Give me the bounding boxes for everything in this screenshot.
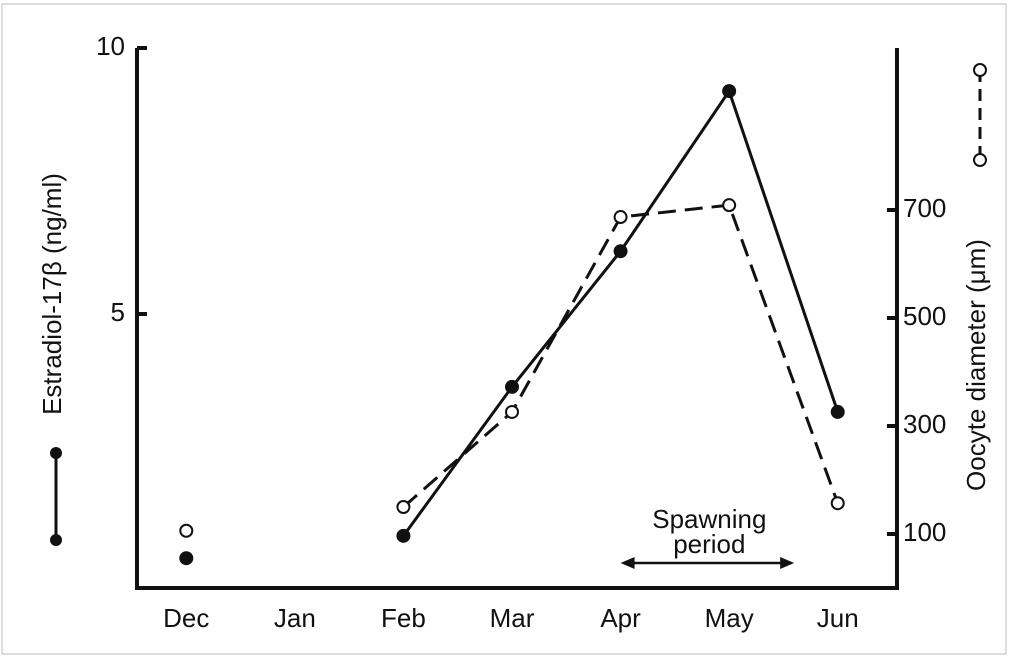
x-tick-label: Mar	[490, 603, 535, 633]
y2-tick-label: 700	[903, 193, 946, 223]
open-marker	[505, 404, 519, 419]
legend-key	[973, 63, 987, 77]
y2-axis-label: Oocyte diameter (μm)	[961, 239, 991, 491]
x-tick-label: Jun	[817, 603, 859, 633]
open-marker	[722, 198, 737, 213]
legend-key	[973, 153, 987, 167]
filled-marker	[396, 528, 411, 543]
frame	[1, 3, 1007, 655]
x-tick-label: Feb	[381, 603, 426, 633]
filled-marker	[613, 244, 628, 259]
open-marker	[396, 500, 411, 514]
filled-marker	[830, 404, 845, 419]
x-tick-label: Apr	[600, 603, 641, 633]
y-tick-label: 10	[96, 31, 125, 61]
annotation: period	[673, 529, 745, 559]
solid-line	[402, 87, 840, 537]
arrow-head	[780, 557, 795, 569]
filled-marker	[722, 84, 737, 99]
open-marker	[179, 523, 194, 538]
open-marker	[830, 496, 845, 511]
x-tick-label: Dec	[163, 603, 209, 633]
y-axis-label: Estradiol-17β (ng/ml)	[37, 173, 67, 415]
y2-tick-label: 100	[903, 517, 946, 547]
y2-tick-label: 300	[903, 409, 946, 439]
y-tick-label: 5	[111, 297, 125, 327]
legend-key	[50, 534, 62, 546]
y2-tick-label: 500	[903, 301, 946, 331]
filled-marker	[179, 551, 194, 566]
x-tick-label: May	[705, 603, 754, 633]
arrow-head	[620, 557, 635, 569]
annotation: Spawning	[652, 504, 766, 534]
x-tick-label: Jan	[274, 603, 316, 633]
open-marker	[613, 210, 628, 225]
filled-marker	[505, 379, 519, 394]
